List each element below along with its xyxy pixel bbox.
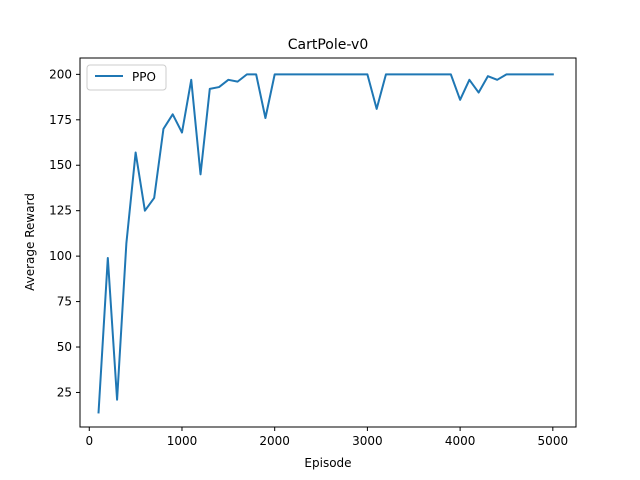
y-tick-label: 50 <box>57 340 72 354</box>
y-axis-title: Average Reward <box>23 193 37 291</box>
y-tick-label: 100 <box>49 249 72 263</box>
plot-area <box>97 73 554 414</box>
y-tick-label: 150 <box>49 158 72 172</box>
series-line-ppo <box>97 73 554 414</box>
x-tick-label: 1000 <box>167 434 198 448</box>
y-tick-label: 75 <box>57 295 72 309</box>
y-tick-label: 200 <box>49 67 72 81</box>
y-tick-label: 175 <box>49 113 72 127</box>
chart-title: CartPole-v0 <box>288 37 368 53</box>
x-tick-label: 5000 <box>538 434 569 448</box>
x-tick-label: 4000 <box>445 434 476 448</box>
x-axis-title: Episode <box>304 456 351 470</box>
x-axis: 0 1000 2000 3000 4000 5000 <box>85 427 568 448</box>
legend-box <box>86 64 167 91</box>
x-tick-label: 2000 <box>259 434 290 448</box>
legend: PPO <box>86 64 167 91</box>
x-tick-label: 0 <box>85 434 93 448</box>
y-tick-label: 125 <box>49 204 72 218</box>
y-tick-label: 25 <box>57 385 72 399</box>
legend-label-ppo: PPO <box>132 70 156 84</box>
plot-frame <box>79 57 577 428</box>
x-tick-label: 3000 <box>352 434 383 448</box>
y-axis: 25 50 75 100 125 150 175 200 <box>49 67 80 399</box>
